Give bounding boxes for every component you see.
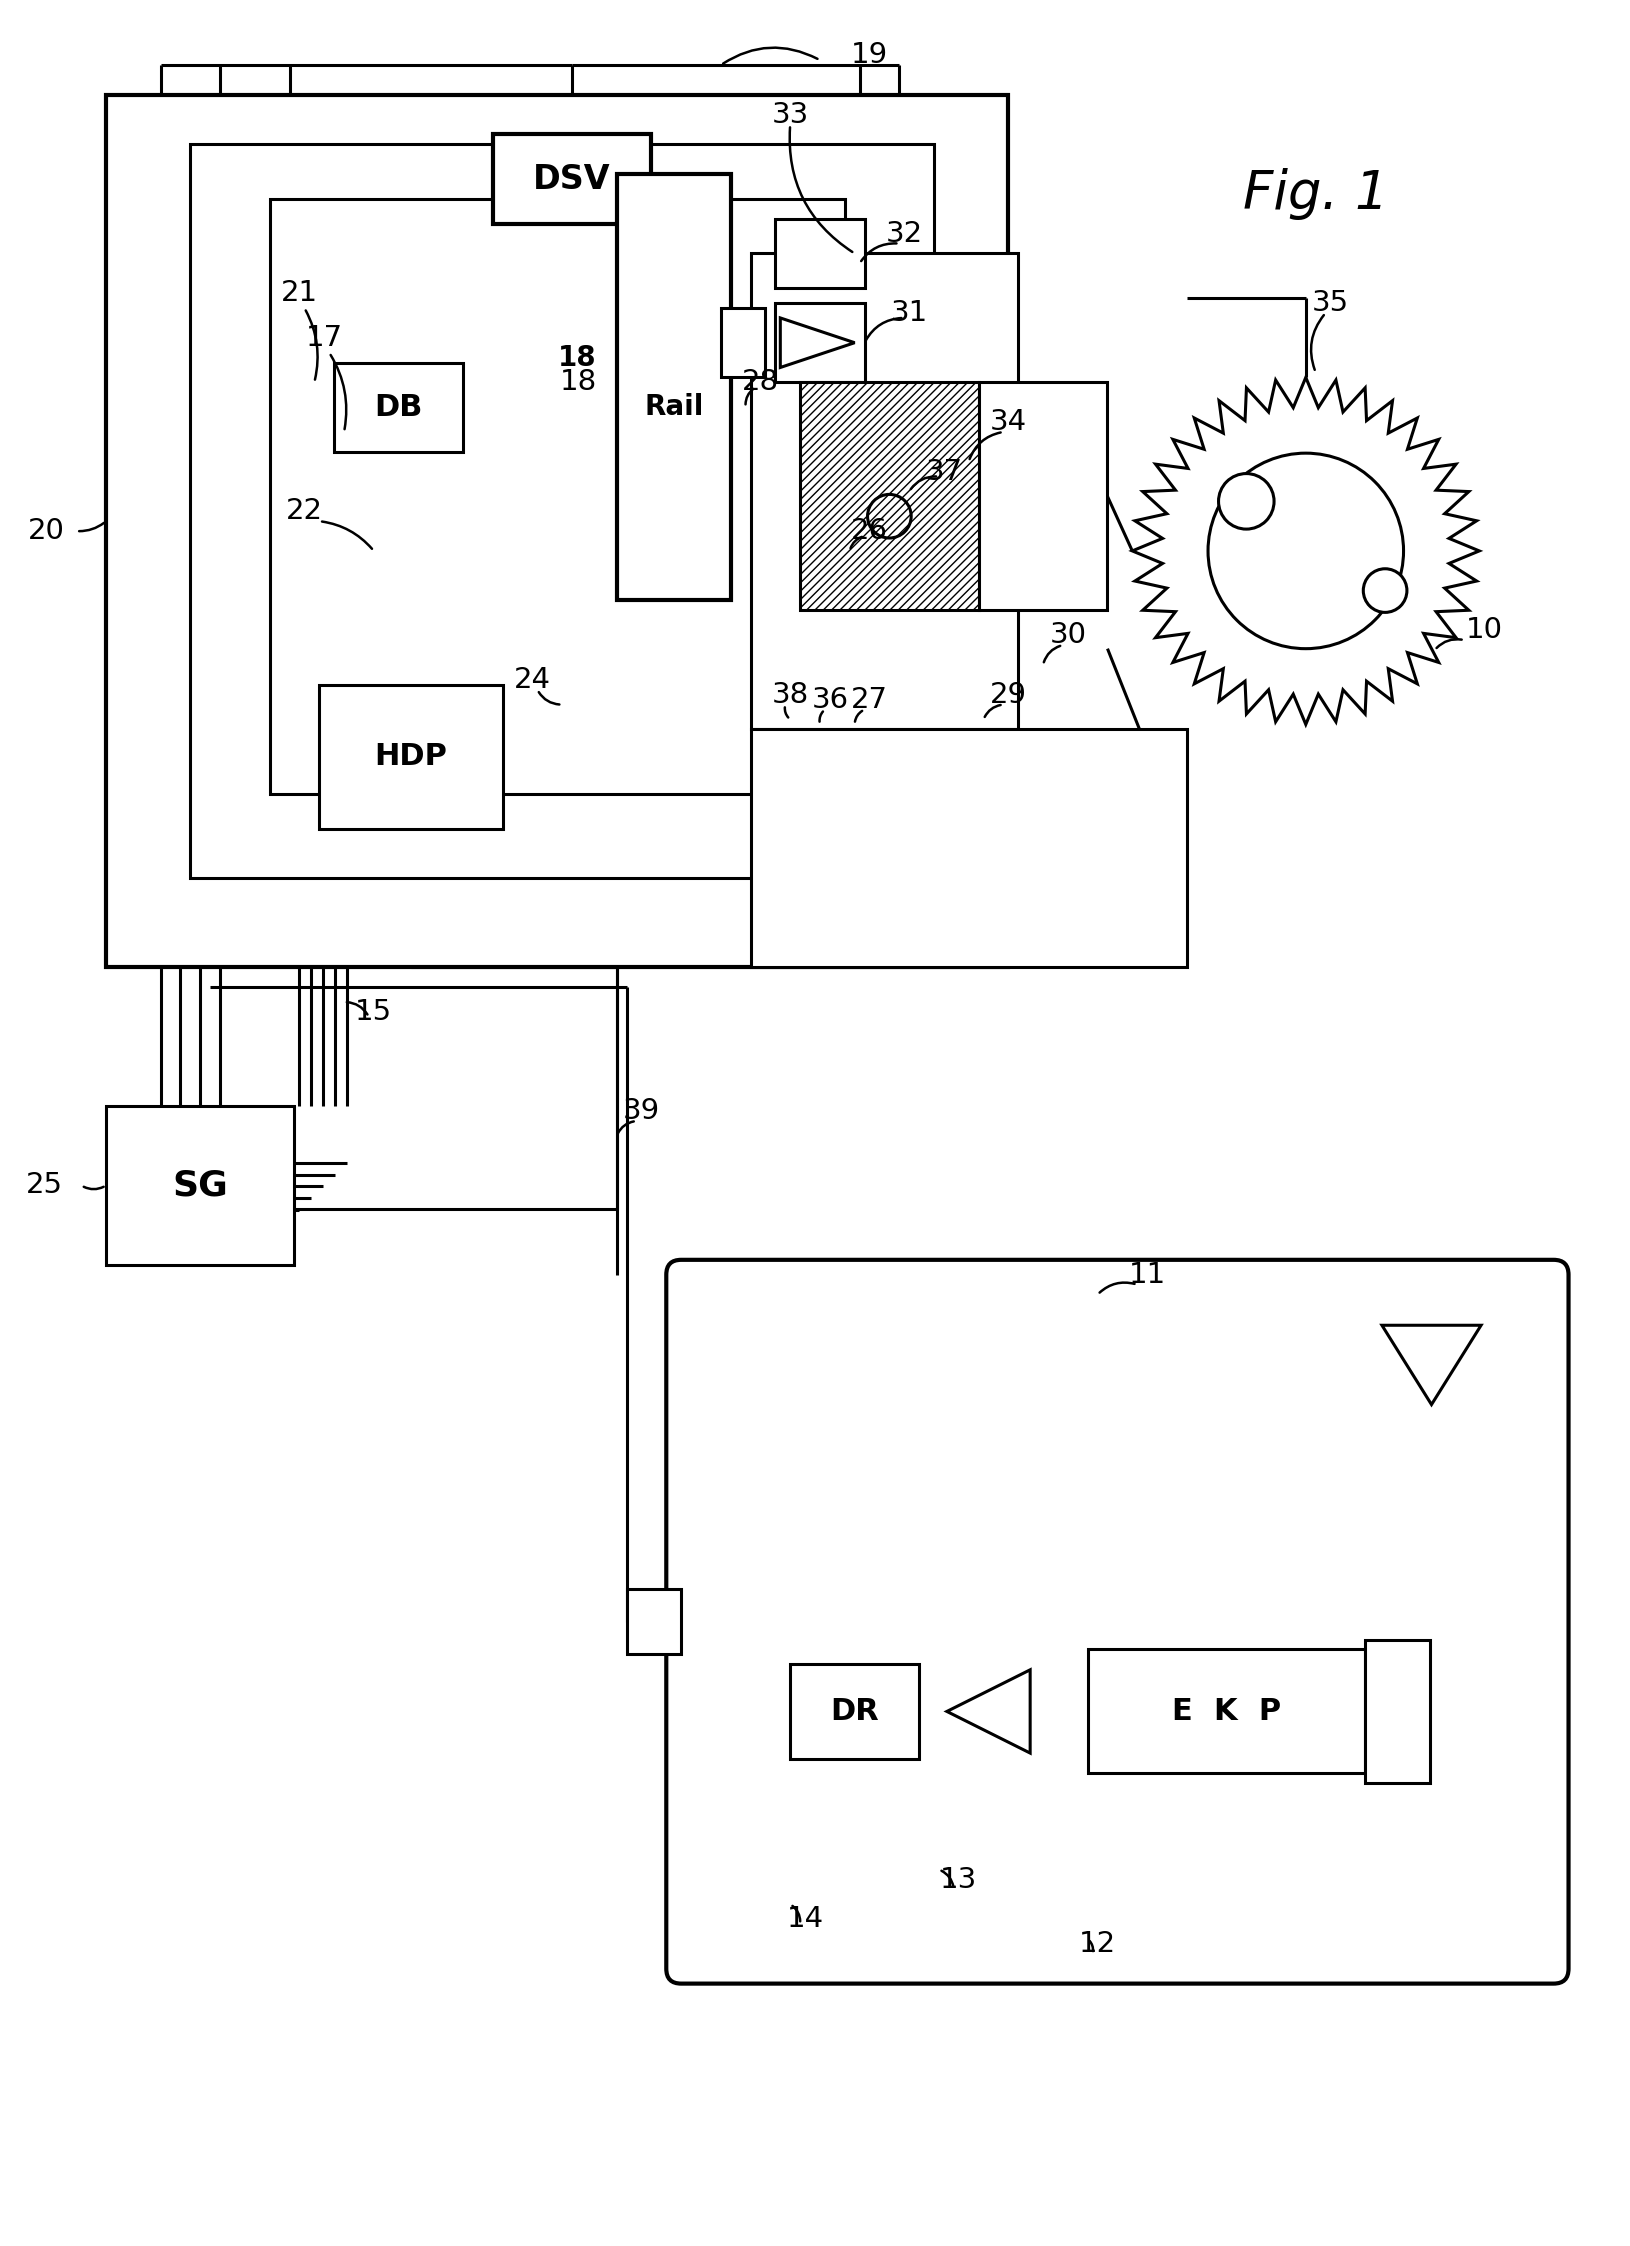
Text: 28: 28: [742, 368, 779, 395]
Text: 25: 25: [26, 1172, 64, 1199]
Text: 26: 26: [851, 517, 887, 546]
Bar: [750, 254, 1017, 730]
Text: 18: 18: [559, 368, 597, 395]
Text: 27: 27: [851, 685, 887, 714]
Text: 17: 17: [305, 323, 342, 353]
Circle shape: [867, 494, 911, 539]
Text: 19: 19: [851, 40, 888, 70]
Text: DR: DR: [830, 1698, 879, 1725]
Bar: [978, 382, 1107, 611]
Bar: [1087, 1649, 1364, 1774]
Bar: [334, 362, 463, 451]
Text: 13: 13: [939, 1866, 976, 1893]
Bar: [720, 308, 764, 377]
Text: SG: SG: [173, 1168, 228, 1202]
Text: 33: 33: [771, 101, 808, 128]
Polygon shape: [947, 1669, 1030, 1754]
Text: 39: 39: [623, 1096, 660, 1125]
Bar: [319, 685, 502, 829]
Bar: [191, 144, 934, 878]
Bar: [774, 218, 864, 287]
Text: 38: 38: [771, 681, 808, 710]
Polygon shape: [1131, 377, 1478, 725]
Polygon shape: [779, 319, 854, 368]
Text: 24: 24: [513, 665, 551, 694]
Bar: [774, 303, 864, 382]
Circle shape: [1218, 474, 1273, 530]
Text: 35: 35: [1311, 290, 1348, 317]
Text: 32: 32: [885, 220, 923, 247]
Bar: [269, 200, 844, 793]
Text: 10: 10: [1465, 615, 1501, 645]
Bar: [626, 1590, 681, 1653]
Bar: [800, 382, 978, 611]
Text: 29: 29: [989, 681, 1027, 710]
FancyBboxPatch shape: [667, 1260, 1568, 1983]
Text: 22: 22: [285, 496, 323, 526]
Text: HDP: HDP: [375, 741, 447, 770]
Bar: [106, 1105, 295, 1264]
Text: 12: 12: [1079, 1929, 1115, 1959]
Bar: [750, 730, 1187, 968]
Text: 34: 34: [989, 409, 1027, 436]
Text: 30: 30: [1048, 622, 1086, 649]
Text: 14: 14: [786, 1905, 823, 1934]
Bar: [1364, 1640, 1430, 1783]
Bar: [789, 1664, 919, 1759]
Text: 37: 37: [924, 458, 962, 485]
Text: DB: DB: [375, 393, 422, 422]
Circle shape: [1363, 568, 1407, 613]
Bar: [800, 382, 978, 611]
Text: 11: 11: [1128, 1260, 1165, 1289]
Text: Rail: Rail: [644, 393, 703, 422]
Text: DSV: DSV: [533, 162, 611, 195]
Bar: [492, 135, 650, 225]
Text: 18: 18: [557, 344, 597, 371]
Circle shape: [1208, 454, 1403, 649]
Bar: [616, 175, 730, 600]
Text: 36: 36: [810, 685, 848, 714]
Text: 15: 15: [355, 997, 393, 1026]
Text: 21: 21: [280, 279, 318, 308]
Text: 20: 20: [28, 517, 65, 546]
Bar: [106, 94, 1007, 968]
Text: Fig. 1: Fig. 1: [1242, 168, 1387, 220]
Text: 31: 31: [890, 299, 927, 328]
Polygon shape: [1381, 1325, 1480, 1404]
Text: E  K  P: E K P: [1172, 1698, 1280, 1725]
